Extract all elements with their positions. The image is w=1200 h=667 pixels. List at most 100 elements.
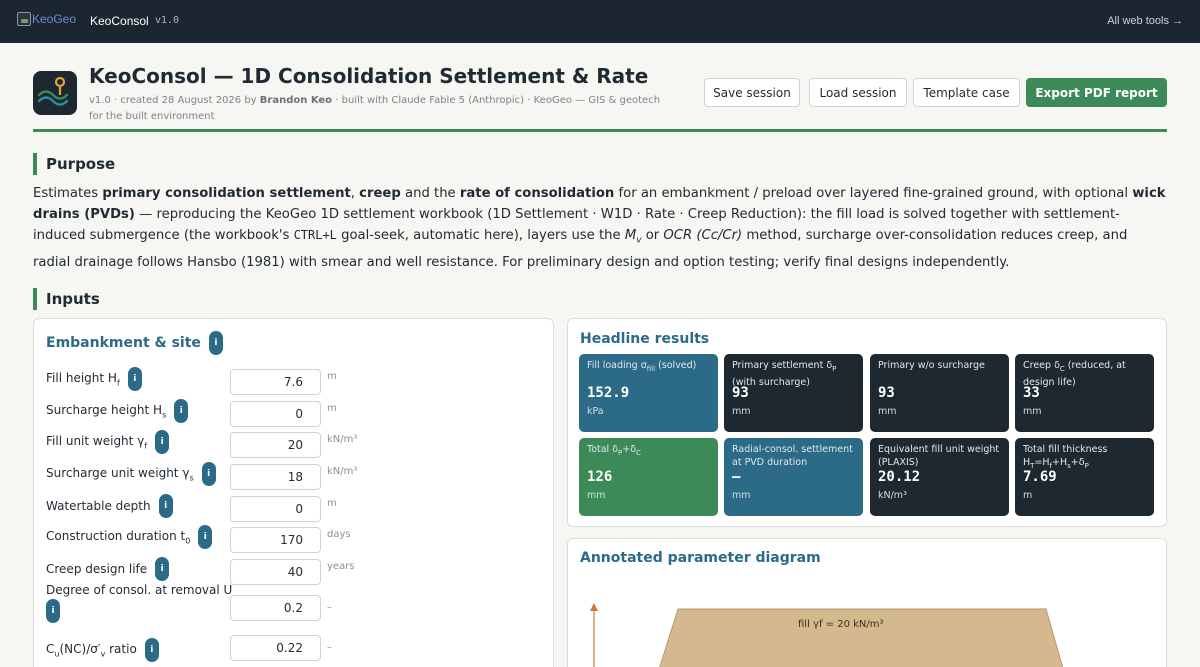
info-icon[interactable]: i xyxy=(144,638,159,662)
dimension-arrow-icon xyxy=(590,603,598,611)
result-card-label: Radial-consol. settlement at PVD duratio… xyxy=(732,444,853,468)
input-label: Fill unit weight γf i xyxy=(46,430,170,454)
input-field[interactable]: 7.6 xyxy=(230,369,321,395)
result-card-label: Primary settlement δP (with surcharge) xyxy=(732,360,837,388)
load-session-button[interactable]: Load session xyxy=(809,78,907,107)
purpose-paragraph: Estimates primary consolidation settleme… xyxy=(33,186,1166,270)
template-case-button[interactable]: Template case xyxy=(913,78,1020,107)
result-card-unit: kN/m³ xyxy=(878,490,907,501)
result-card-unit: mm xyxy=(587,490,606,501)
info-icon[interactable]: i xyxy=(46,599,60,623)
input-label: Surcharge unit weight γs i xyxy=(46,462,216,486)
input-unit: kN/m³ xyxy=(327,466,358,477)
parameter-diagram-title: Annotated parameter diagram xyxy=(580,550,821,566)
headline-results-panel: Headline results Fill loading σfill (sol… xyxy=(567,318,1167,527)
result-card-label: Fill loading σfill (solved) xyxy=(587,360,697,373)
result-card-value: 93 xyxy=(878,385,895,401)
result-card-unit: mm xyxy=(1023,406,1042,417)
input-field[interactable]: 0 xyxy=(230,496,321,522)
fill-embankment-shape xyxy=(659,608,1064,667)
result-card-label: Equivalent fill unit weight (PLAXIS) xyxy=(878,444,1000,468)
input-unit: days xyxy=(327,529,351,540)
input-row: Fill height Hf i 7.6 m xyxy=(34,319,553,395)
app-version: v1.0 xyxy=(155,15,180,26)
parameter-diagram-panel: Annotated parameter diagram fill γf = 20… xyxy=(567,538,1167,667)
parameter-diagram xyxy=(590,603,1064,667)
input-field[interactable]: 40 xyxy=(230,559,321,585)
result-card-unit: kPa xyxy=(587,406,604,417)
result-card-unit: mm xyxy=(732,406,751,417)
info-icon[interactable]: i xyxy=(155,430,170,454)
input-unit: kN/m³ xyxy=(327,434,358,445)
input-unit: years xyxy=(327,561,355,572)
result-card-value: 20.12 xyxy=(878,469,921,485)
result-card-value: 126 xyxy=(587,469,613,485)
result-card-value: 93 xyxy=(732,385,749,401)
all-web-tools-link[interactable]: All web tools → xyxy=(1107,15,1183,27)
input-row: Construction duration t0 i 170 days xyxy=(34,319,553,553)
input-row: Creep design life i 40 years xyxy=(34,319,553,585)
input-row: Surcharge unit weight γs i 18 kN/m³ xyxy=(34,319,553,490)
info-icon[interactable]: i xyxy=(155,557,170,581)
result-card-label: Total δP+δC xyxy=(587,444,641,457)
app-logo-icon xyxy=(33,71,77,115)
input-unit: m xyxy=(327,371,337,382)
input-unit: m xyxy=(327,403,337,414)
result-card-unit: mm xyxy=(732,490,751,501)
info-icon[interactable]: i xyxy=(158,494,173,518)
input-field[interactable]: 0.22 xyxy=(230,635,321,661)
input-row: Watertable depth i 0 m xyxy=(34,319,553,522)
input-label: Surcharge height Hs i xyxy=(46,399,189,423)
input-label: Cu(NC)/σ′v ratio i xyxy=(46,638,159,662)
result-card: Primary w/o surcharge 93 mm xyxy=(870,354,1009,432)
embankment-site-panel: Embankment & site i Fill height Hf i 7.6 m Su… xyxy=(33,318,554,667)
result-card-label: Primary w/o surcharge xyxy=(878,360,985,371)
input-label: Construction duration t0 i xyxy=(46,525,213,549)
result-card-value: 33 xyxy=(1023,385,1040,401)
input-unit: – xyxy=(327,642,332,653)
input-field[interactable]: 0 xyxy=(230,401,321,427)
input-field[interactable]: 18 xyxy=(230,464,321,490)
author-name: Brandon Keo xyxy=(259,95,333,106)
input-row: Surcharge height Hs i 0 m xyxy=(34,319,553,427)
top-nav-bar: KeoGeo KeoConsol v1.0 All web tools → xyxy=(0,0,1200,43)
input-field[interactable]: 20 xyxy=(230,432,321,458)
embankment-site-title: Embankment & site i xyxy=(46,331,223,355)
input-row: Cu(NC)/σ′v ratio i 0.22– xyxy=(34,319,553,662)
result-card-unit: mm xyxy=(878,406,897,417)
result-card: Fill loading σfill (solved) 152.9 kPa xyxy=(579,354,718,432)
input-field[interactable]: 170 xyxy=(230,527,321,553)
broken-image-icon xyxy=(17,12,31,26)
result-card-value: 7.69 xyxy=(1023,469,1057,485)
export-pdf-button[interactable]: Export PDF report xyxy=(1026,78,1167,107)
input-label: Watertable depth i xyxy=(46,494,173,518)
input-unit: m xyxy=(327,498,337,509)
logo-alt-text: KeoGeo xyxy=(32,12,77,26)
purpose-heading: Purpose xyxy=(33,153,115,175)
result-card: Primary settlement δP (with surcharge) 93… xyxy=(724,354,863,432)
result-card: Radial-consol. settlement at PVD duratio… xyxy=(724,438,863,516)
fill-label: fill γf = 20 kN/m³ xyxy=(798,619,884,630)
result-card-label: Creep δC (reduced, at design life) xyxy=(1023,360,1126,388)
save-session-button[interactable]: Save session xyxy=(704,78,800,107)
info-icon[interactable]: i xyxy=(174,399,189,423)
input-row: Fill unit weight γf i 20 kN/m³ xyxy=(34,319,553,458)
info-icon[interactable]: i xyxy=(208,331,223,355)
info-icon[interactable]: i xyxy=(201,462,216,486)
app-name: KeoConsol xyxy=(90,14,149,28)
header-divider xyxy=(33,129,1167,132)
keogeo-logo[interactable]: KeoGeo xyxy=(17,12,76,26)
page-header: KeoConsol — 1D Consolidation Settlement … xyxy=(33,59,1167,131)
inputs-heading: Inputs xyxy=(33,288,100,310)
info-icon[interactable]: i xyxy=(127,367,142,391)
result-card-unit: m xyxy=(1023,490,1033,501)
page-subtitle: v1.0 · created 28 August 2026 by Brandon… xyxy=(89,95,661,122)
result-card-value: 152.9 xyxy=(587,385,630,401)
result-card-label: Total fill thickness HT=Hf+Hs+δP xyxy=(1023,444,1108,470)
info-icon[interactable]: i xyxy=(198,525,213,549)
result-card: Total fill thickness HT=Hf+Hs+δP 7.69 m xyxy=(1015,438,1154,516)
input-field[interactable]: 0.2 xyxy=(230,595,321,621)
input-label: Fill height Hf i xyxy=(46,367,142,391)
